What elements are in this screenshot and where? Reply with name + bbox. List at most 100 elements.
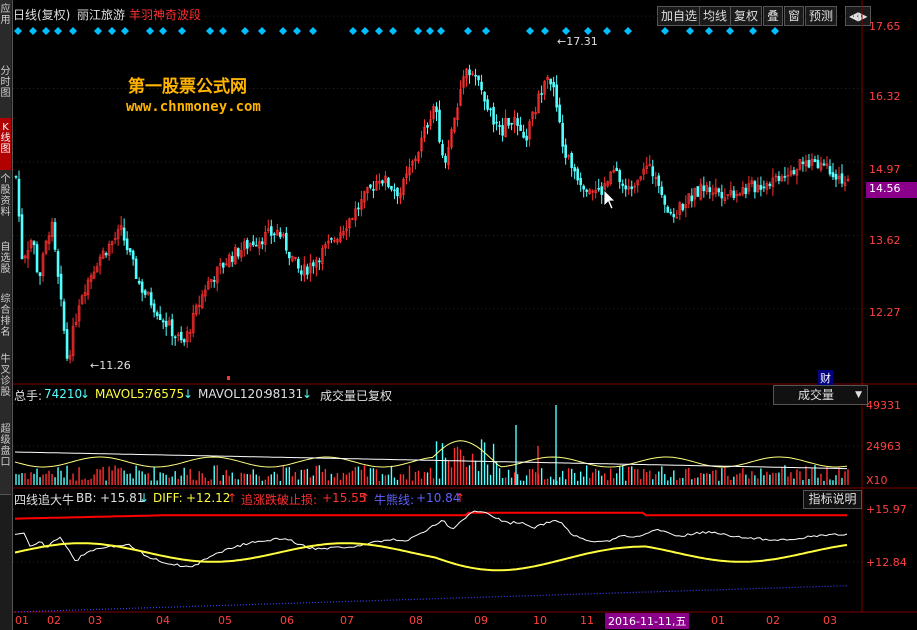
candle-down	[759, 185, 763, 190]
candle-down	[753, 181, 757, 193]
candle-down	[173, 336, 177, 339]
signal-diamond	[584, 27, 592, 35]
watermark-title: 第一股票公式网	[128, 77, 247, 97]
candle-up	[101, 250, 105, 259]
candle-down	[369, 184, 372, 188]
bull-bear-label: 牛熊线:	[374, 493, 415, 507]
diff-value: +12.12	[186, 491, 231, 505]
signal-diamond	[389, 27, 397, 35]
candle-up	[843, 182, 847, 186]
signal-diamond	[29, 27, 37, 35]
signal-diamond	[749, 27, 757, 35]
candle-up	[315, 259, 318, 268]
indicator-help-button[interactable]: 指标说明	[803, 490, 862, 509]
stock-name: 丽江旅游	[77, 8, 126, 22]
window-button[interactable]: 窗	[784, 6, 805, 26]
candle-down	[561, 122, 564, 147]
candle-up	[447, 147, 450, 166]
candle-up	[804, 160, 808, 167]
candle-up	[233, 247, 237, 265]
signal-diamond	[279, 27, 287, 35]
candle-up	[420, 137, 423, 152]
volume-indicator-dropdown[interactable]: 成交量 ▼	[773, 385, 868, 405]
adjust-button[interactable]: 复权	[730, 6, 763, 26]
candle-down	[387, 177, 390, 187]
candle-up	[594, 189, 597, 194]
side-tab-7[interactable]: 超级盘口	[0, 420, 11, 495]
candle-up	[146, 291, 150, 295]
candle-up	[405, 173, 408, 179]
candle-up	[218, 263, 222, 266]
mavol5-line	[14, 440, 848, 468]
signal-diamond	[726, 27, 734, 35]
candle-up	[423, 126, 426, 139]
signal-diamond	[219, 27, 227, 35]
signal-diamond	[426, 27, 434, 35]
x-axis-label: 01	[15, 614, 29, 627]
candle-down	[822, 163, 826, 166]
add-favorite-button[interactable]: 加自选	[657, 6, 702, 26]
candle-down	[615, 167, 619, 172]
indicator-name[interactable]: 羊羽神奇波段	[129, 8, 202, 22]
candle-up	[74, 321, 78, 325]
x-axis-label: 03	[88, 614, 102, 627]
candle-up	[248, 242, 252, 247]
candle-up	[567, 155, 570, 157]
candle-up	[200, 294, 204, 308]
candle-up	[543, 81, 546, 95]
candle-up	[29, 240, 33, 249]
candle-up	[89, 275, 93, 282]
signal-diamond	[603, 27, 611, 35]
signal-diamond	[14, 27, 22, 35]
candle-up	[714, 187, 718, 194]
candle-up	[194, 305, 198, 315]
signal-diamond	[159, 27, 167, 35]
diff-label: DIFF:	[153, 491, 183, 505]
volume-axis-label: 24963	[866, 440, 901, 453]
period-label[interactable]: 日线(复权)	[13, 8, 71, 22]
candle-up	[95, 266, 99, 273]
candle-up	[765, 183, 769, 190]
candle-down	[525, 135, 528, 141]
candle-down	[372, 189, 375, 191]
bb-line	[14, 510, 848, 568]
signal-diamond	[108, 27, 116, 35]
candle-down	[285, 232, 288, 251]
indicator-axis-label: +15.97	[866, 503, 907, 516]
signal-diamond	[541, 27, 549, 35]
down-arrow-icon: ↓	[302, 387, 313, 401]
down-arrow-icon: ↓	[139, 491, 150, 505]
candle-up	[591, 190, 594, 193]
up-arrow-icon: ↑	[227, 491, 238, 505]
candle-up	[321, 248, 324, 264]
candle-down	[489, 108, 492, 111]
candle-up	[654, 177, 658, 179]
candle-up	[741, 186, 745, 195]
candle-down	[570, 153, 573, 168]
candle-down	[134, 258, 138, 279]
candle-up	[645, 165, 649, 169]
candle-up	[309, 263, 312, 274]
candle-down	[669, 211, 673, 214]
candle-down	[38, 272, 42, 277]
candle-up	[333, 240, 336, 242]
candle-down	[65, 329, 69, 359]
signal-diamond	[258, 27, 266, 35]
candle-down	[122, 227, 126, 241]
finance-marker[interactable]: 财	[818, 370, 833, 386]
signal-diamond	[94, 27, 102, 35]
candle-down	[155, 312, 159, 317]
indicator-panel-name[interactable]: 四线追大牛	[14, 493, 75, 507]
candle-down	[161, 320, 165, 323]
candle-up	[729, 189, 733, 195]
candle-up	[242, 241, 246, 250]
candle-up	[738, 193, 742, 196]
candle-up	[282, 234, 285, 237]
candle-up	[429, 119, 432, 127]
ma-button[interactable]: 均线	[699, 6, 732, 26]
watermark-url: www.chnmoney.com	[126, 99, 261, 115]
mouse-cursor-icon	[603, 189, 616, 210]
candle-down	[681, 204, 685, 211]
price-axis-label: 16.32	[869, 90, 901, 103]
